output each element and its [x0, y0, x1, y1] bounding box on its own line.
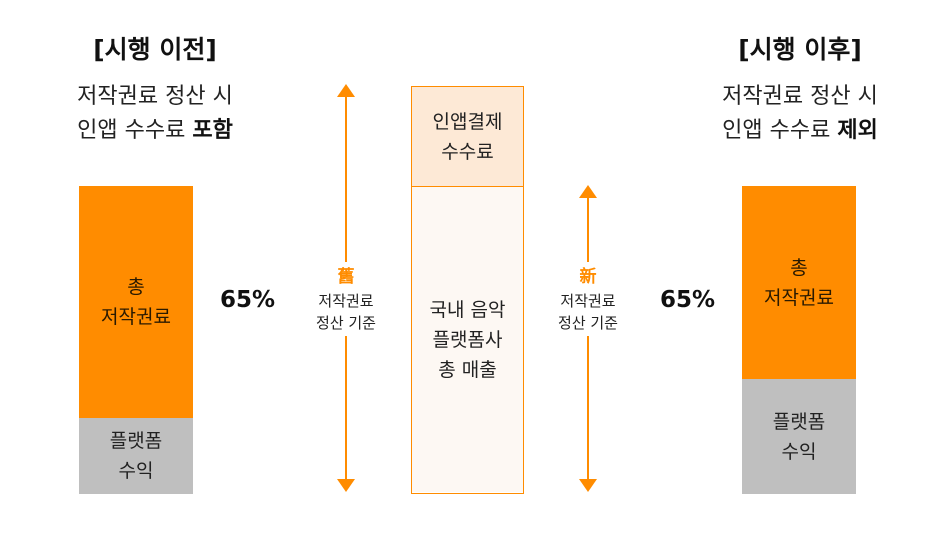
right-description: 저작권료 정산 시 인앱 수수료 제외 [665, 80, 935, 148]
left-platform-line2: 수익 [118, 460, 154, 482]
old-basis-label: 舊 저작권료 정산 기준 [296, 262, 396, 336]
left-description: 저작권료 정산 시 인앱 수수료 포함 [20, 80, 290, 148]
left-platform-line1: 플랫폼 [109, 430, 163, 452]
left-platform-bar: 플랫폼 수익 [79, 418, 193, 494]
new-basis-arrow [579, 185, 597, 492]
new-basis-label: 新 저작권료 정산 기준 [538, 262, 638, 336]
right-desc-line1: 저작권료 정산 시 [722, 84, 878, 109]
right-heading: [시행 이후] [738, 35, 862, 64]
right-platform-bar: 플랫폼 수익 [742, 379, 856, 494]
left-royalty-line1: 총 [127, 276, 145, 298]
right-royalty-line2: 저작권료 [764, 286, 834, 309]
old-basis-line1: 저작권료 [318, 292, 374, 310]
sales-line3: 총 매출 [438, 358, 497, 381]
right-royalty-bar: 총 저작권료 [742, 186, 856, 379]
revenue-stack: 인앱결제 수수료 국내 음악 플랫폼사 총 매출 [411, 86, 524, 494]
fee-line2: 수수료 [441, 140, 494, 163]
right-desc-line2-normal: 인앱 수수료 [722, 118, 838, 143]
sales-line1: 국내 음악 [429, 298, 506, 321]
sales-line2: 플랫폼사 [432, 328, 503, 351]
right-royalty-line1: 총 [790, 256, 808, 279]
left-heading: [시행 이전] [93, 35, 217, 64]
right-desc-line2: 인앱 수수료 제외 [665, 114, 935, 148]
old-hanja: 舊 [337, 267, 355, 287]
left-desc-line2-normal: 인앱 수수료 [77, 118, 193, 143]
left-royalty-bar: 총 저작권료 [79, 186, 193, 418]
right-percent: 65% [660, 287, 716, 313]
left-percent: 65% [220, 287, 276, 313]
left-desc-line2-bold: 포함 [192, 118, 233, 143]
left-royalty-line2: 저작권료 [101, 306, 171, 328]
right-platform-line2: 수익 [781, 440, 817, 463]
new-basis-line2: 정산 기준 [558, 314, 618, 332]
right-desc-line2-bold: 제외 [837, 118, 878, 143]
right-platform-line1: 플랫폼 [772, 410, 826, 433]
in-app-fee-block: 인앱결제 수수료 [412, 87, 523, 187]
left-desc-line1: 저작권료 정산 시 [77, 84, 233, 109]
left-desc-line2: 인앱 수수료 포함 [20, 114, 290, 148]
new-hanja: 新 [579, 267, 597, 287]
fee-line1: 인앱결제 [432, 110, 503, 133]
new-basis-line1: 저작권료 [560, 292, 616, 310]
old-basis-line2: 정산 기준 [316, 314, 376, 332]
total-sales-block: 국내 음악 플랫폼사 총 매출 [412, 187, 523, 492]
